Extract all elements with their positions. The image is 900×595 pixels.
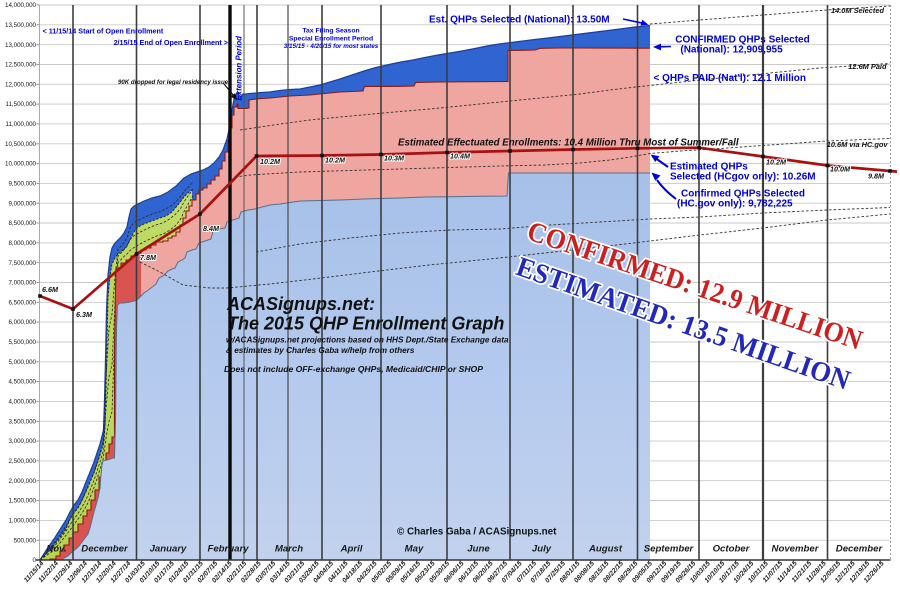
svg-text:Estimated Effectuated Enrollme: Estimated Effectuated Enrollments: 10.4 … [398, 137, 739, 148]
svg-text:August: August [588, 544, 623, 555]
svg-text:Selected (HCgov only): 10.26M: Selected (HCgov only): 10.26M [670, 172, 816, 183]
svg-text:Confirmed QHPs Selected: Confirmed QHPs Selected [681, 188, 805, 199]
svg-text:October: October [713, 544, 751, 555]
svg-text:6.6M: 6.6M [42, 285, 59, 294]
svg-text:14.0M Selected: 14.0M Selected [831, 6, 884, 15]
svg-text:6.3M: 6.3M [76, 310, 93, 319]
svg-text:8,000,000: 8,000,000 [8, 240, 36, 247]
svg-text:12,000,000: 12,000,000 [5, 81, 37, 88]
svg-text:December: December [836, 544, 884, 555]
svg-text:8.4M: 8.4M [203, 224, 220, 233]
svg-text:The 2015 QHP Enrollment Graph: The 2015 QHP Enrollment Graph [227, 314, 504, 334]
svg-text:Estimated QHPs: Estimated QHPs [670, 161, 748, 172]
svg-text:ACASignups.net:: ACASignups.net: [226, 294, 375, 314]
svg-text:4,500,000: 4,500,000 [8, 379, 36, 386]
svg-text:November: November [772, 544, 820, 555]
svg-text:7,500,000: 7,500,000 [8, 260, 36, 267]
svg-text:Does not include OFF-exchange: Does not include OFF-exchange QHPs, Medi… [224, 364, 483, 374]
svg-text:14,000,000: 14,000,000 [5, 2, 37, 9]
svg-text:Nov.: Nov. [46, 544, 66, 555]
svg-text:12,500,000: 12,500,000 [5, 62, 37, 69]
svg-text:10.0M: 10.0M [830, 165, 851, 174]
svg-text:10.4M: 10.4M [450, 152, 471, 161]
svg-text:0: 0 [33, 557, 37, 564]
svg-text:1,000,000: 1,000,000 [8, 518, 36, 525]
svg-text:May: May [405, 544, 424, 555]
svg-text:7.8M: 7.8M [140, 253, 157, 262]
svg-text:90K dropped for legal residenc: 90K dropped for legal residency issues [118, 79, 232, 86]
svg-text:3,000,000: 3,000,000 [8, 438, 36, 445]
svg-text:June: June [467, 544, 490, 555]
svg-text:3/15/15 - 4/20/15 for most sta: 3/15/15 - 4/20/15 for most states [284, 43, 379, 50]
svg-text:10,000,000: 10,000,000 [5, 161, 37, 168]
svg-text:5,000,000: 5,000,000 [8, 359, 36, 366]
svg-text:December: December [81, 544, 129, 555]
svg-text:10.6M via HC.gov: 10.6M via HC.gov [827, 140, 889, 149]
svg-text:(National): 12,909,955: (National): 12,909,955 [680, 45, 783, 56]
svg-text:February: February [207, 544, 249, 555]
svg-text:w/ACASignups.net projections b: w/ACASignups.net projections based on HH… [226, 336, 509, 345]
svg-text:10.2M: 10.2M [766, 158, 787, 167]
svg-text:13,000,000: 13,000,000 [5, 42, 37, 49]
svg-text:& estimates by Charles Gaba w/: & estimates by Charles Gaba w/help from … [226, 346, 415, 355]
svg-text:10.3M: 10.3M [384, 154, 405, 163]
svg-text:Special Enrollment Period: Special Enrollment Period [289, 35, 373, 42]
svg-text:5,500,000: 5,500,000 [8, 339, 36, 346]
svg-text:13,500,000: 13,500,000 [5, 22, 37, 29]
svg-text:11,000,000: 11,000,000 [5, 121, 36, 128]
svg-text:11,500,000: 11,500,000 [5, 101, 36, 108]
svg-text:6,000,000: 6,000,000 [8, 319, 36, 326]
svg-text:9,500,000: 9,500,000 [8, 181, 36, 188]
svg-text:Est. QHPs Selected (National):: Est. QHPs Selected (National): 13.50M [429, 14, 610, 25]
svg-text:CONFIRMED QHPs Selected: CONFIRMED QHPs Selected [675, 34, 809, 45]
svg-text:March: March [275, 544, 303, 555]
svg-text:3,500,000: 3,500,000 [8, 418, 36, 425]
svg-text:< 11/15/14 Start of Open Enrol: < 11/15/14 Start of Open Enrollment [43, 27, 164, 36]
svg-text:© Charles Gaba / ACASignups.ne: © Charles Gaba / ACASignups.net [397, 527, 557, 538]
svg-text:10,500,000: 10,500,000 [5, 141, 37, 148]
svg-text:9.8M: 9.8M [868, 172, 885, 181]
svg-text:12.6M Paid: 12.6M Paid [848, 62, 887, 71]
svg-text:September: September [644, 544, 695, 555]
svg-text:January: January [150, 544, 187, 555]
svg-text:7,000,000: 7,000,000 [8, 280, 36, 287]
svg-text:< QHPs PAID (Nat'l): 12.1 Mill: < QHPs PAID (Nat'l): 12.1 Million [654, 73, 807, 84]
svg-text:2,000,000: 2,000,000 [8, 478, 36, 485]
svg-text:April: April [340, 544, 363, 555]
svg-text:8,500,000: 8,500,000 [8, 220, 36, 227]
svg-text:10.2M: 10.2M [325, 156, 346, 165]
svg-text:Extension Period: Extension Period [235, 36, 244, 101]
svg-text:2/15/15 End of Open Enrollment: 2/15/15 End of Open Enrollment > [114, 38, 228, 47]
svg-text:2,500,000: 2,500,000 [8, 458, 36, 465]
svg-text:10.2M: 10.2M [260, 157, 281, 166]
svg-text:July: July [532, 544, 552, 555]
svg-text:1,500,000: 1,500,000 [8, 498, 36, 505]
svg-text:9,000,000: 9,000,000 [8, 200, 36, 207]
svg-text:Tax Filing Season: Tax Filing Season [302, 28, 359, 35]
svg-text:6,500,000: 6,500,000 [8, 299, 36, 306]
svg-text:(HC.gov only): 9,782,225: (HC.gov only): 9,782,225 [677, 199, 793, 210]
svg-text:4,000,000: 4,000,000 [8, 399, 36, 406]
svg-text:500,000: 500,000 [14, 537, 37, 544]
